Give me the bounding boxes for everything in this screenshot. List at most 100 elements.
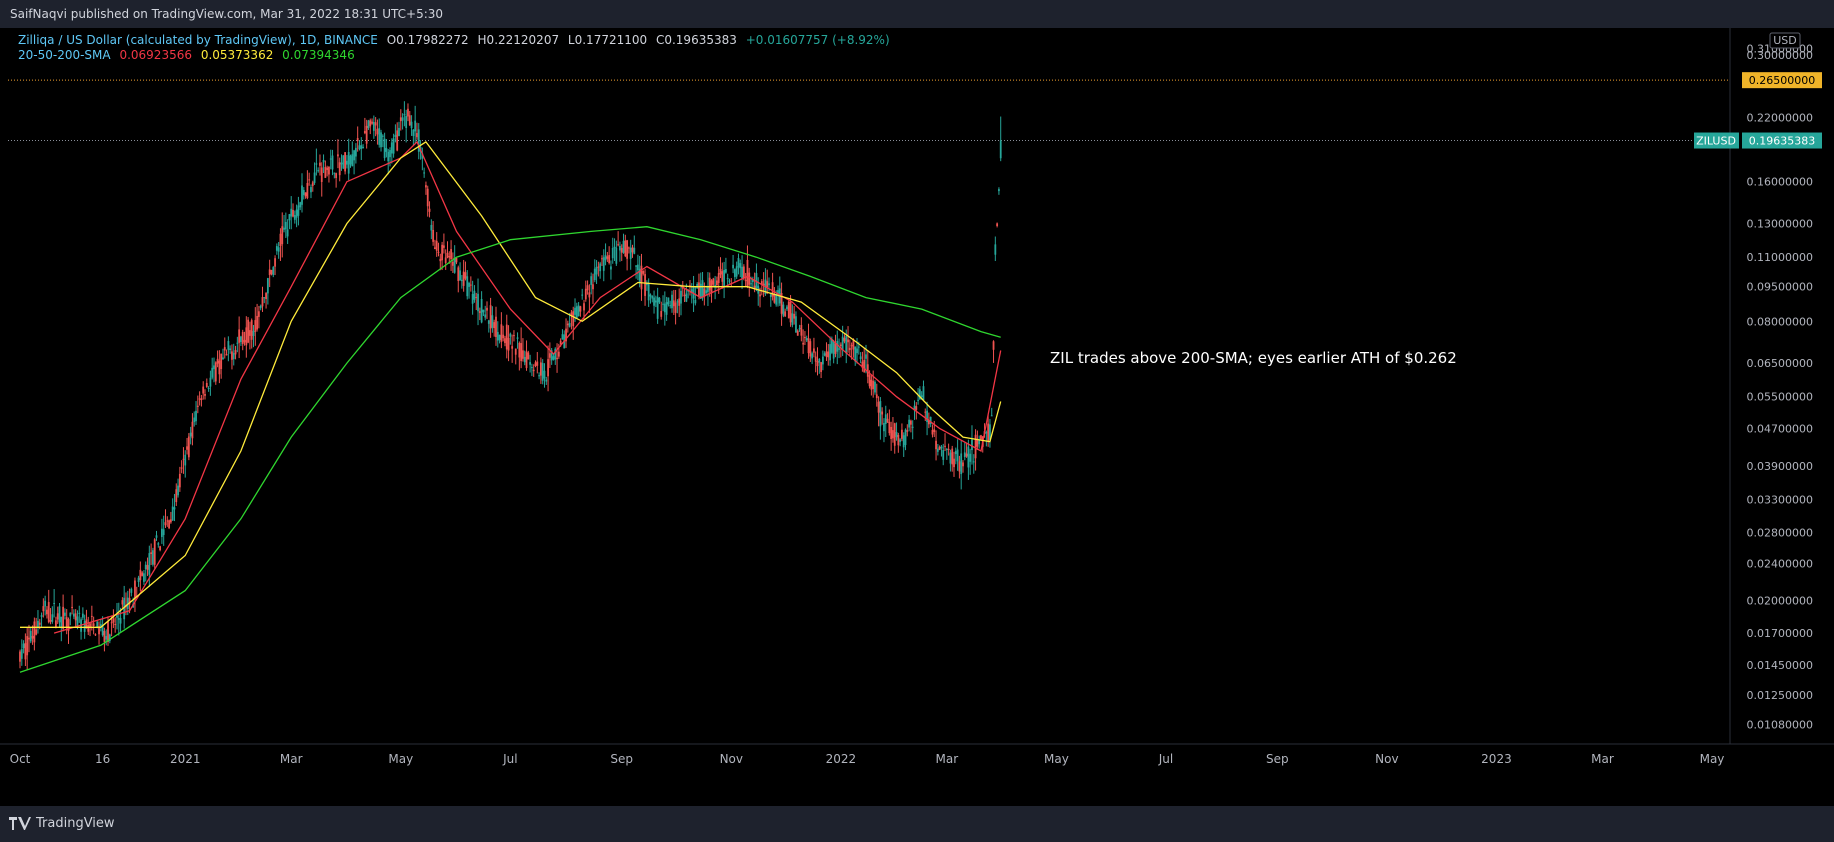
candle-body xyxy=(651,296,654,299)
candle-body xyxy=(938,446,941,450)
candle-body xyxy=(46,609,48,615)
candle-body xyxy=(805,338,808,341)
candle xyxy=(554,347,557,365)
chart-background xyxy=(0,28,1834,806)
candle-body xyxy=(960,453,963,475)
candle-body xyxy=(247,319,250,343)
candle-body xyxy=(175,489,178,503)
candle-body xyxy=(739,263,742,269)
candle-body xyxy=(58,606,61,623)
candle xyxy=(654,295,657,308)
candle-body xyxy=(259,305,262,309)
candle-body xyxy=(746,259,749,287)
candle-body xyxy=(231,351,233,360)
candle-body xyxy=(128,597,131,605)
candle-body xyxy=(843,337,846,342)
candle-body xyxy=(915,406,918,410)
candle-body xyxy=(717,273,720,283)
candle xyxy=(220,353,223,379)
candle-body xyxy=(466,276,469,297)
candle xyxy=(480,291,483,324)
candle-body xyxy=(683,294,686,296)
candle xyxy=(353,149,355,175)
candle xyxy=(658,297,661,304)
candle xyxy=(791,304,794,328)
candle-body xyxy=(441,244,444,261)
candle-body xyxy=(396,130,399,151)
candle xyxy=(380,129,382,152)
candle-body xyxy=(568,322,571,327)
candle xyxy=(972,454,975,474)
candle xyxy=(31,625,34,645)
candle xyxy=(130,587,133,597)
candle xyxy=(186,437,188,455)
candle-body xyxy=(917,399,919,401)
candle xyxy=(92,616,95,635)
candle-body xyxy=(496,331,499,341)
candle xyxy=(683,289,686,303)
y-tick-label: 0.09500000 xyxy=(1747,281,1813,294)
candle xyxy=(459,262,461,281)
x-tick-label: May xyxy=(1044,752,1069,766)
candle-body xyxy=(324,167,327,178)
candle xyxy=(193,411,196,427)
chart-area[interactable]: 0.31000000 0.30000000 0.22000000 0.16000000… xyxy=(0,28,1834,806)
candle xyxy=(507,325,510,362)
candle xyxy=(177,478,179,498)
candle xyxy=(733,268,736,283)
candle-body xyxy=(19,651,21,662)
candle-body xyxy=(726,278,729,280)
sma-legend: 20-50-200-SMA 0.06923566 0.05373362 0.07… xyxy=(18,48,360,62)
candle xyxy=(157,541,160,548)
tradingview-brand[interactable]: TradingView xyxy=(9,816,115,831)
candle xyxy=(469,276,472,292)
candle xyxy=(56,606,59,624)
candle xyxy=(128,588,131,614)
candle-body xyxy=(685,293,688,302)
candle xyxy=(746,245,749,289)
candle xyxy=(514,348,517,365)
candle-body xyxy=(531,367,533,369)
candle xyxy=(601,255,603,266)
candle-body xyxy=(480,298,483,323)
symbol-legend: Zilliqa / US Dollar (calculated by Tradi… xyxy=(18,33,895,47)
candle-body xyxy=(329,158,332,160)
candle xyxy=(796,329,799,336)
price-chart[interactable]: 0.310000000.300000000.220000000.16000000… xyxy=(0,28,1834,806)
candle xyxy=(622,233,625,254)
candle xyxy=(963,442,966,461)
candle xyxy=(836,330,839,365)
brand-name: TradingView xyxy=(36,816,115,831)
candle-body xyxy=(866,364,869,377)
candle-body xyxy=(672,300,675,307)
candle-body xyxy=(123,597,126,620)
candle xyxy=(290,196,293,230)
candle xyxy=(442,233,445,254)
candle xyxy=(254,307,257,346)
candle-body xyxy=(333,172,336,174)
candle-body xyxy=(796,330,799,336)
ohlc-low: L0.17721100 xyxy=(567,33,648,47)
candle xyxy=(19,649,21,669)
candle-body xyxy=(184,454,187,466)
candle xyxy=(893,422,896,454)
candle-body xyxy=(227,341,230,350)
candle-body xyxy=(363,131,366,134)
candles-group xyxy=(19,101,1002,670)
candle-body xyxy=(956,449,959,462)
candle xyxy=(347,138,350,181)
candle xyxy=(257,305,260,329)
candle xyxy=(89,622,91,637)
candle xyxy=(895,422,898,441)
candle-body xyxy=(416,133,418,138)
candle xyxy=(231,344,233,370)
tradingview-logo-icon xyxy=(9,817,31,830)
candle-body xyxy=(437,251,440,253)
candle xyxy=(667,297,670,307)
candle xyxy=(924,408,927,422)
candle xyxy=(117,602,120,636)
candle-body xyxy=(640,265,643,290)
candle xyxy=(451,252,454,273)
candle xyxy=(793,305,796,325)
candle-body xyxy=(51,614,54,622)
